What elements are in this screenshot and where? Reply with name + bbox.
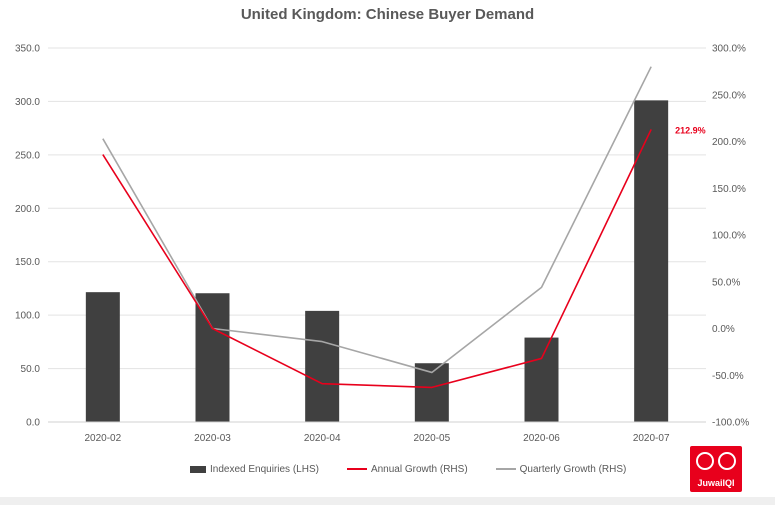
bar xyxy=(634,100,669,423)
legend-swatch-line xyxy=(495,468,516,470)
y-left-tick-label: 0.0 xyxy=(26,418,40,429)
y-left-tick-label: 250.0 xyxy=(15,150,40,161)
legend: Indexed Enquiries (LHS) Annual Growth (R… xyxy=(190,462,626,476)
y-right-tick-label: 250.0% xyxy=(712,90,746,101)
y-left-tick-label: 200.0 xyxy=(15,204,40,215)
data-label-annotation: 212.9% xyxy=(675,125,706,135)
chart-circle-icon xyxy=(718,452,736,470)
y-right-tick-label: 300.0% xyxy=(712,44,746,55)
axes: 0.0 50.0 100.0 150.0 200.0 250.0 300.0 350.0 -10… xyxy=(15,44,749,445)
y-right-tick-label: 0.0% xyxy=(712,324,735,335)
y-right-tick-label: 200.0% xyxy=(712,137,746,148)
x-tick-label: 2020-03 xyxy=(194,433,231,444)
legend-swatch-bar xyxy=(190,465,206,473)
y-right-tick-label: 100.0% xyxy=(712,231,746,242)
legend-label: Quarterly Growth (RHS) xyxy=(519,463,627,475)
bar xyxy=(85,292,120,422)
annual-growth-line xyxy=(102,129,652,389)
y-right-tick-label: 150.0% xyxy=(712,184,746,195)
bar xyxy=(524,337,559,422)
x-tick-label: 2020-02 xyxy=(84,433,121,444)
lines: 212.9% xyxy=(102,66,706,389)
chart-title: United Kingdom: Chinese Buyer Demand xyxy=(240,6,535,23)
x-tick-label: 2020-06 xyxy=(523,433,560,444)
bars xyxy=(85,100,669,423)
y-left-tick-label: 350.0 xyxy=(15,44,40,55)
y-left-tick-label: 300.0 xyxy=(15,97,40,108)
bar xyxy=(305,310,340,422)
y-right-tick-label: -100.0% xyxy=(712,418,749,429)
x-tick-label: 2020-07 xyxy=(633,433,670,444)
footer-band xyxy=(0,497,775,505)
y-right-tick-label: -50.0% xyxy=(712,371,744,382)
y-left-tick-label: 50.0 xyxy=(21,364,41,375)
logo-text: JuwaiIQI xyxy=(697,478,735,488)
gridlines xyxy=(48,47,706,423)
globe-icon xyxy=(696,452,714,470)
legend-label: Indexed Enquiries (LHS) xyxy=(210,463,319,475)
x-tick-label: 2020-04 xyxy=(304,433,341,444)
y-right-tick-label: 50.0% xyxy=(712,277,740,288)
y-left-tick-label: 100.0 xyxy=(15,311,40,322)
y-left-tick-label: 150.0 xyxy=(15,257,40,268)
x-tick-label: 2020-05 xyxy=(413,433,450,444)
legend-item-indexed-enquiries: Indexed Enquiries (LHS) xyxy=(190,464,319,475)
legend-item-quarterly-growth: Quarterly Growth (RHS) xyxy=(495,463,627,475)
bar xyxy=(195,293,230,422)
legend-swatch-line xyxy=(346,468,367,470)
legend-label: Annual Growth (RHS) xyxy=(370,463,468,475)
quarterly-growth-line xyxy=(102,66,652,374)
legend-item-annual-growth: Annual Growth (RHS) xyxy=(346,463,468,475)
juwai-iqi-logo: JuwaiIQI xyxy=(690,446,742,492)
